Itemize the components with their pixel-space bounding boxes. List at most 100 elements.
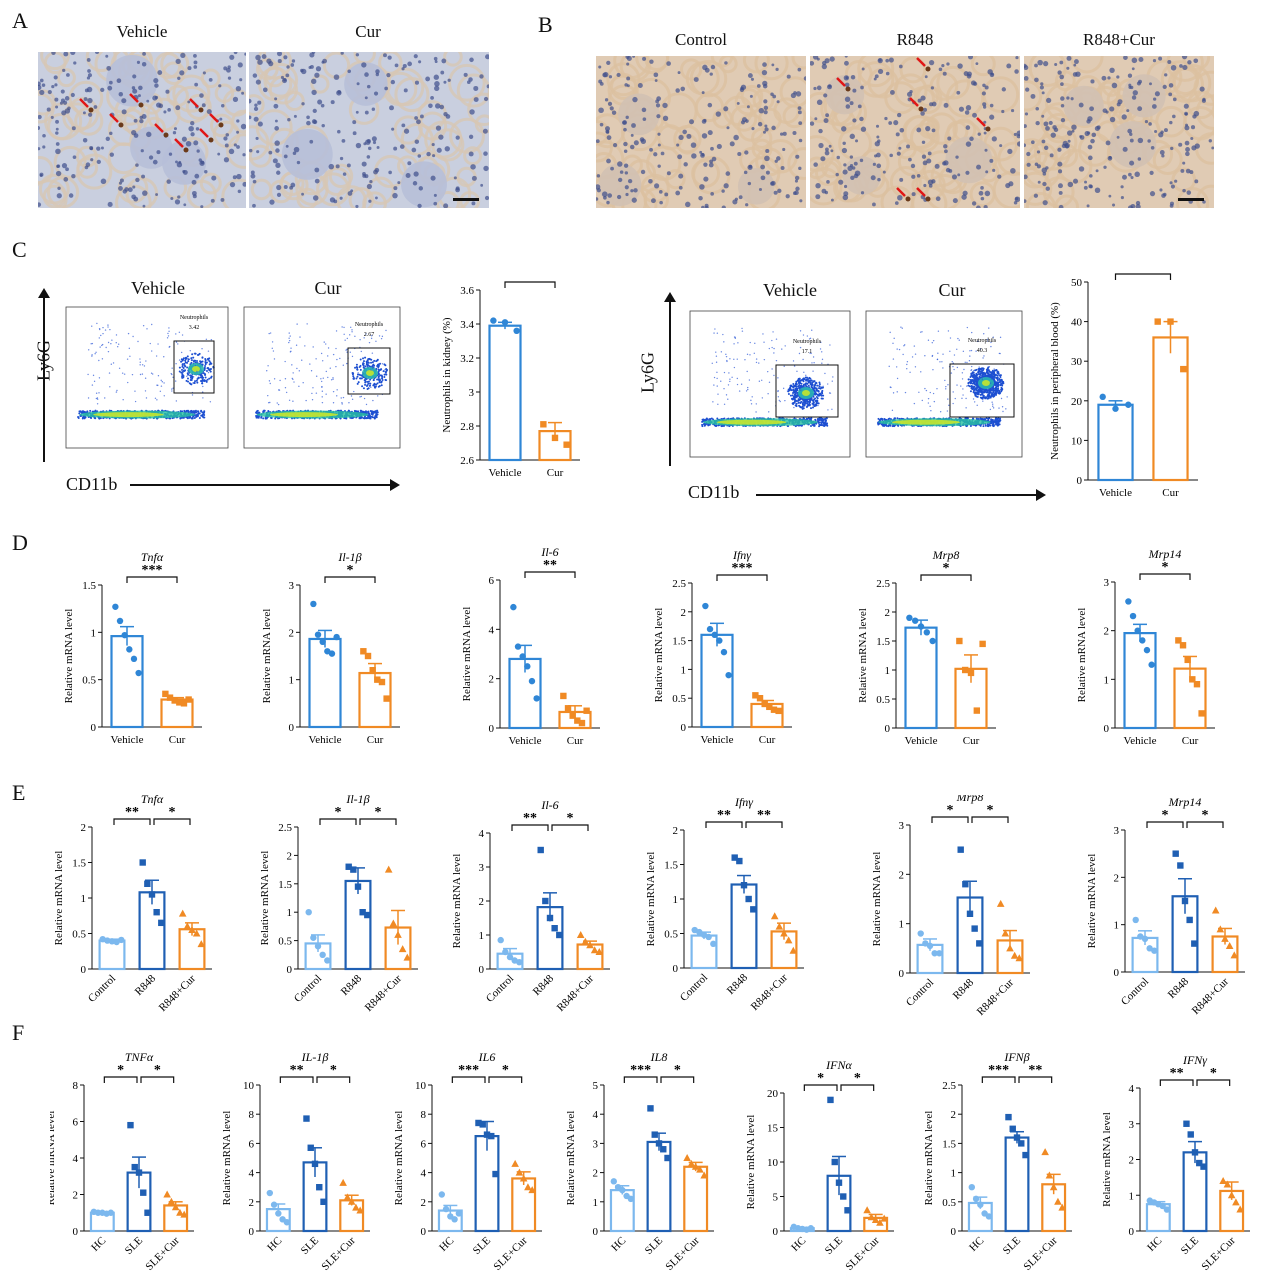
- y-tick-label: 1.5: [942, 1138, 956, 1150]
- y-tick-label: 0: [951, 1226, 957, 1238]
- y-tick-label: 2: [287, 850, 293, 862]
- y-tick-label: 2: [951, 1109, 957, 1121]
- bar: [576, 943, 604, 971]
- data-point: [479, 1121, 486, 1128]
- x-tick-label: R848: [339, 972, 365, 998]
- significance-bracket: [126, 576, 178, 583]
- y-tick-label: 10: [415, 1080, 427, 1092]
- chart-title: IFNα: [825, 1058, 852, 1072]
- data-point: [1189, 676, 1196, 683]
- data-point: [936, 950, 943, 957]
- data-point: [831, 1158, 838, 1166]
- significance-label: ***: [142, 563, 163, 578]
- y-tick-label: 4: [479, 828, 485, 840]
- significance-label: *: [1162, 560, 1169, 575]
- data-point: [931, 950, 938, 957]
- significance-label: ***: [988, 1063, 1009, 1078]
- chart-neutrophils-kidney: Neutrophils in kidney (%) 2.6 2.8 3 3.2 3.4 3.…: [441, 280, 580, 479]
- flow-plot-kidney-cur: Neutrophils 2.67: [236, 303, 406, 458]
- chart-title: TNFα: [125, 1050, 154, 1064]
- bar: [138, 891, 166, 971]
- data-point: [374, 676, 381, 683]
- data-point: [770, 912, 779, 920]
- x-tick-label: HC: [967, 1235, 986, 1254]
- data-point: [595, 948, 604, 955]
- data-point: [556, 931, 563, 939]
- y-tick-label: 2: [1114, 872, 1120, 884]
- data-point: [1193, 681, 1201, 688]
- y-tick-label: 1: [287, 907, 293, 919]
- x-tick-label: Control: [1119, 976, 1151, 1008]
- chart-f-il6: IL6 Relative mRNA level 0 2 4 6 8 10 HC SLESLE+Cu…: [394, 1050, 542, 1273]
- data-point: [761, 700, 768, 708]
- y-tick-label: 1: [681, 664, 687, 676]
- bar: [916, 943, 944, 975]
- data-point: [135, 669, 142, 677]
- significance-label: *: [1140, 270, 1147, 275]
- data-point: [540, 421, 547, 428]
- data-point: [497, 936, 504, 944]
- x-tick-label: Cur: [1162, 487, 1179, 499]
- data-point: [394, 930, 402, 938]
- y-tick-label: 1: [593, 1197, 599, 1209]
- data-point: [706, 625, 714, 633]
- data-point: [750, 906, 757, 913]
- x-tick-label: R848: [133, 972, 159, 998]
- bar: [690, 934, 718, 970]
- data-point: [1010, 951, 1019, 959]
- y-axis-label: Relative mRNA level: [53, 851, 65, 946]
- significance-label: *: [943, 561, 950, 576]
- data-point: [339, 1178, 347, 1186]
- data-point: [1216, 925, 1225, 933]
- significance-label: *: [335, 805, 342, 820]
- y-tick-label: 0.5: [664, 929, 678, 941]
- x-tick-label: Cur: [367, 734, 384, 746]
- data-point: [1191, 940, 1198, 947]
- flow-blood-caption-cur: Cur: [938, 280, 966, 300]
- significance-bracket: [511, 824, 549, 831]
- y-tick-label: 0.5: [942, 1197, 956, 1209]
- y-tick-label: 1: [899, 919, 905, 931]
- significance-bracket: [103, 1076, 138, 1083]
- histology-a-caption-vehicle: Vehicle: [116, 22, 168, 41]
- y-axis-label: Relative mRNA level: [745, 1115, 757, 1210]
- data-point: [736, 857, 743, 865]
- data-point: [956, 637, 963, 645]
- data-point: [660, 1146, 667, 1153]
- y-tick-label: 2: [673, 825, 679, 837]
- significance-bracket: [316, 1076, 351, 1083]
- data-point: [364, 652, 372, 660]
- data-point: [1180, 365, 1187, 373]
- x-tick-label: SLE+Cur: [1021, 1234, 1060, 1273]
- data-point: [270, 1201, 278, 1208]
- data-point: [967, 669, 975, 677]
- y-tick-label: 1: [91, 627, 97, 639]
- chart-e-mrp8: Mrp8 Relative mRNA level 0 1 2 3 Control R848R8…: [871, 795, 1030, 1018]
- data-point: [352, 1203, 360, 1211]
- chart-f-il1b: IL-1β Relative mRNA level 0 2 4 6 8 10 HC SLESLE+…: [222, 1050, 370, 1273]
- data-point: [488, 1132, 495, 1140]
- y-tick-label: 4: [249, 1168, 255, 1180]
- data-point: [116, 617, 124, 625]
- flow-kidney-caption-vehicle: Vehicle: [131, 278, 185, 298]
- y-tick-label: 0: [1077, 475, 1083, 487]
- significance-label: *: [502, 1063, 509, 1078]
- chart-title: Mrp14: [1168, 795, 1202, 809]
- data-point: [590, 946, 599, 954]
- y-axis-label: Relative mRNA level: [1086, 854, 1098, 949]
- bar: [700, 633, 734, 729]
- x-tick-label: HC: [265, 1235, 284, 1254]
- y-tick-label: 0: [479, 964, 485, 976]
- y-tick-label: 6: [249, 1138, 255, 1150]
- y-axis-label: Neutrophils in peripheral blood (%): [1050, 302, 1061, 460]
- data-point: [1009, 1125, 1016, 1132]
- x-tick-label: Cur: [1182, 735, 1199, 747]
- data-point: [176, 699, 183, 706]
- data-point: [1211, 906, 1220, 914]
- y-tick-label: 30: [1071, 356, 1083, 368]
- significance-bracket: [324, 576, 376, 583]
- data-point: [871, 1215, 880, 1223]
- data-point: [560, 692, 567, 700]
- significance-label: *: [567, 811, 574, 826]
- data-point: [586, 941, 594, 949]
